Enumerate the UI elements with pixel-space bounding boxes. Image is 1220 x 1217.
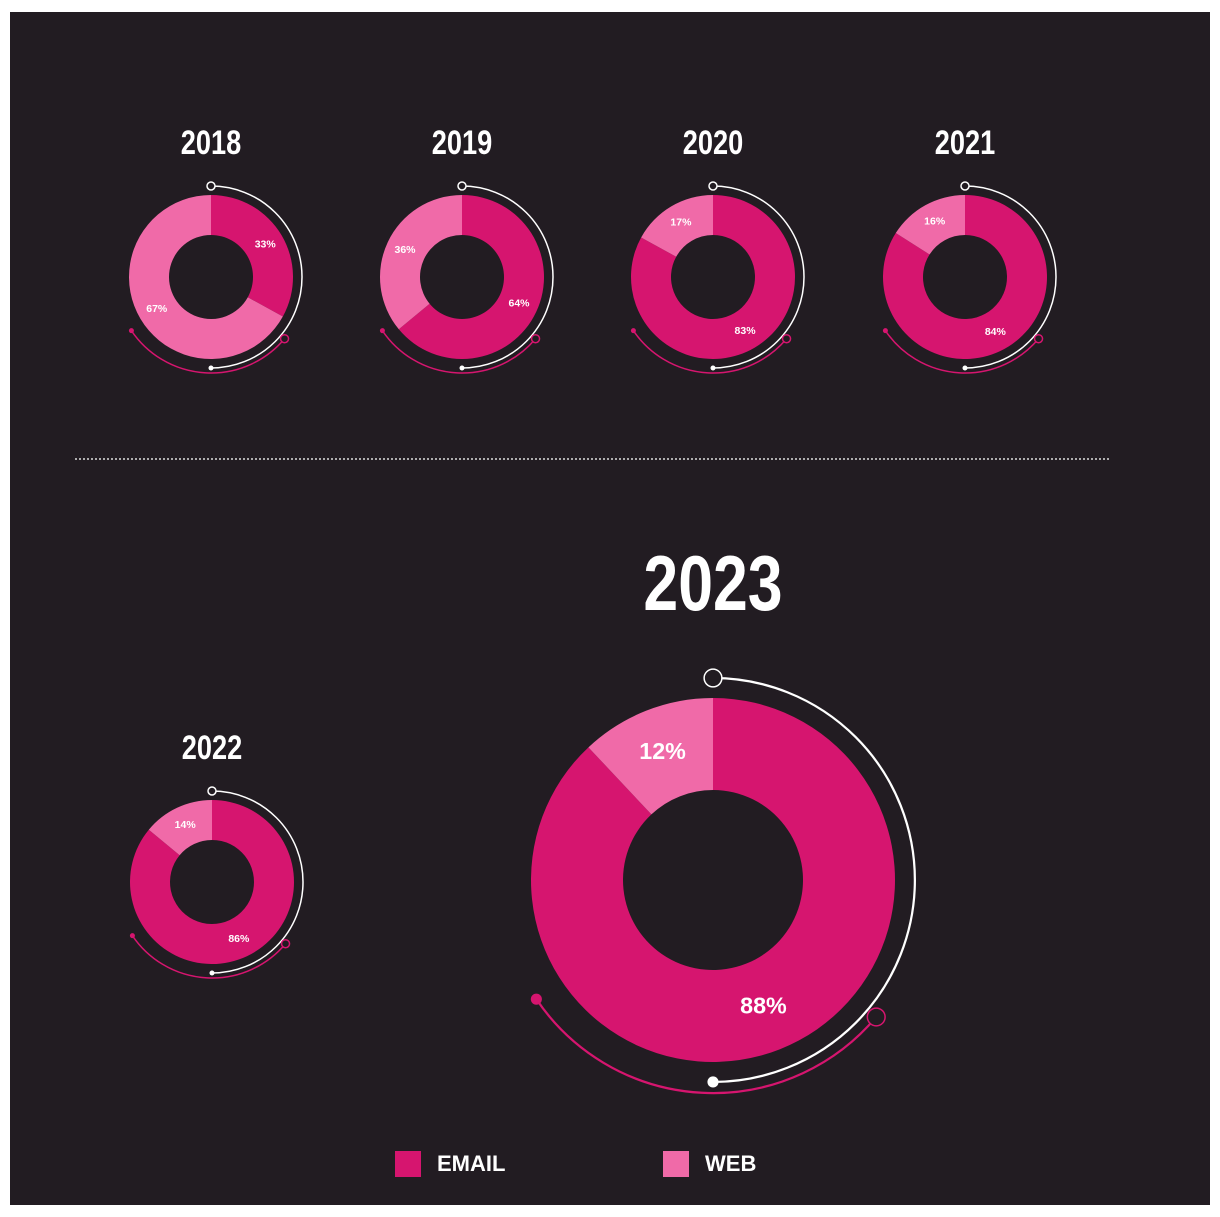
decor-arc <box>884 330 1040 374</box>
data-label: 36% <box>394 244 416 256</box>
decor-arc <box>461 185 554 369</box>
legend-swatch <box>663 1151 689 1177</box>
data-label: 84% <box>985 326 1007 338</box>
data-label: 14% <box>175 819 197 831</box>
decor-dot <box>128 328 134 334</box>
decor-arc <box>535 998 878 1095</box>
decor-arc <box>131 935 287 979</box>
decor-dot <box>530 993 542 1005</box>
donut-slice <box>130 800 295 964</box>
decor-dot <box>129 933 135 939</box>
decor-dot <box>962 365 968 371</box>
decor-dot <box>630 328 636 334</box>
donut-slice <box>631 195 796 359</box>
chart-title: 2022 <box>182 728 242 767</box>
decor-node <box>866 1007 886 1027</box>
donut-slice <box>211 195 294 317</box>
donut-slice <box>641 195 713 257</box>
decor-arc <box>712 676 917 1084</box>
decor-node <box>781 333 792 344</box>
decor-node <box>960 181 970 191</box>
donut-slice <box>398 195 544 360</box>
data-label: 83% <box>735 325 757 337</box>
legend-label: WEB <box>705 1151 756 1176</box>
decor-dot <box>707 1076 719 1088</box>
legend-label: EMAIL <box>437 1151 505 1176</box>
donut-slice <box>379 195 462 330</box>
decor-dot <box>710 365 716 371</box>
decor-node <box>457 181 467 191</box>
chart-title: 2020 <box>683 123 743 162</box>
decor-arc <box>632 330 788 374</box>
decor-arc <box>130 330 286 374</box>
decor-node <box>206 181 216 191</box>
decor-arc <box>211 790 304 974</box>
data-label: 12% <box>639 738 686 764</box>
data-label: 17% <box>670 217 692 229</box>
donut-slice <box>588 698 713 815</box>
chart-title: 2019 <box>432 123 492 162</box>
data-label: 33% <box>255 239 277 251</box>
legend-swatch <box>395 1151 421 1177</box>
donut-slice <box>148 800 212 856</box>
donut-slice <box>883 195 1047 360</box>
donut-slice <box>895 195 965 255</box>
chart-title: 2021 <box>935 123 995 162</box>
decor-arc <box>712 185 805 369</box>
decor-dot <box>459 365 465 371</box>
data-label: 67% <box>146 303 168 315</box>
decor-node <box>280 938 291 949</box>
chart-title: 2023 <box>643 541 782 628</box>
decor-arc <box>381 330 537 374</box>
decor-node <box>207 786 217 796</box>
decor-arc <box>210 185 303 369</box>
decor-dot <box>379 328 385 334</box>
data-label: 16% <box>924 216 946 228</box>
decor-dot <box>208 365 214 371</box>
donut-slice <box>530 698 896 1062</box>
donut-slice <box>129 195 283 359</box>
decor-node <box>703 668 723 688</box>
decor-node <box>1033 333 1044 344</box>
chart-title: 2018 <box>181 123 241 162</box>
decor-node <box>530 333 541 344</box>
data-label: 86% <box>228 933 250 945</box>
decor-dot <box>882 328 888 334</box>
decor-arc <box>964 185 1057 369</box>
data-label: 64% <box>508 298 530 310</box>
data-label: 88% <box>740 993 787 1019</box>
decor-node <box>279 333 290 344</box>
decor-dot <box>209 970 215 976</box>
decor-node <box>708 181 718 191</box>
